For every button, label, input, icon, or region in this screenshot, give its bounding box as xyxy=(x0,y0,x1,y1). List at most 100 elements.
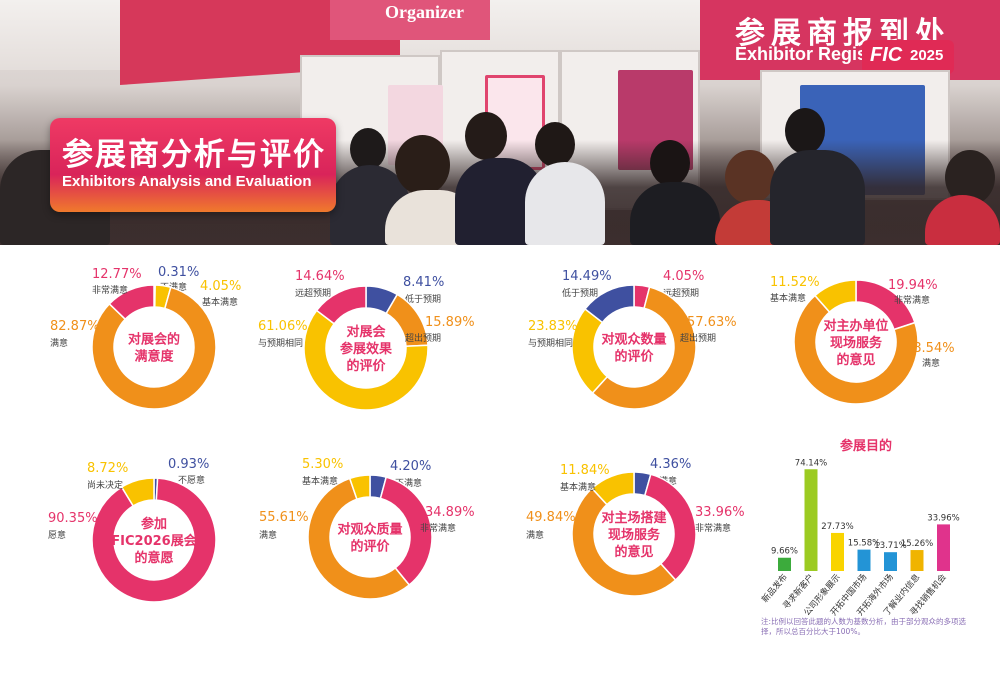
slice-percent-label: 11.52% xyxy=(770,275,820,290)
donut-center-label: 对主场搭建 xyxy=(601,510,666,526)
donut-center-label: 的评价 xyxy=(350,539,390,555)
donut-slice xyxy=(348,474,371,501)
slice-percent-label: 4.20% xyxy=(390,459,431,474)
visitor xyxy=(770,150,865,245)
donut-center-label: 的意见 xyxy=(614,544,653,560)
slice-category-label: 远超预期 xyxy=(295,287,331,299)
donut-slice xyxy=(91,477,217,603)
section-title-box xyxy=(50,118,336,212)
donut-slice xyxy=(571,487,677,597)
bar xyxy=(884,552,897,571)
slice-percent-label: 61.06% xyxy=(258,319,308,334)
bar xyxy=(910,550,924,571)
bar-value-label: 15.26% xyxy=(901,539,933,549)
slice-category-label: 非常满意 xyxy=(92,284,128,296)
bar xyxy=(937,524,950,571)
visitor xyxy=(465,112,507,160)
bar-value-label: 13.71% xyxy=(874,541,906,551)
fic-logo-year: 2025 xyxy=(910,47,944,64)
slice-percent-label: 14.49% xyxy=(562,269,612,284)
section-title-cn: 参展商分析与评价 xyxy=(62,137,326,173)
donut-center-label: 对主办单位 xyxy=(823,318,888,334)
donut-center-label: 的评价 xyxy=(614,349,654,365)
donut-slice xyxy=(315,285,367,325)
slice-category-label: 超出预期 xyxy=(405,332,441,344)
bar-value-label: 74.14% xyxy=(795,458,827,468)
slice-percent-label: 90.35% xyxy=(48,511,98,526)
slice-percent-label: 14.64% xyxy=(295,269,345,284)
slice-percent-label: 0.31% xyxy=(158,265,199,280)
hanging-sign-center xyxy=(330,0,490,40)
chart-footnote: 注:比例以回答此题的人数为基数分析，由于部分观众的多项选择，所以总百分比大于10… xyxy=(761,617,967,636)
section-title-en: Exhibitors Analysis and Evaluation xyxy=(62,173,312,190)
bar xyxy=(831,532,844,571)
bar xyxy=(778,557,791,571)
slice-category-label: 满意 xyxy=(526,529,544,541)
slice-percent-label: 4.36% xyxy=(650,457,691,472)
bar-value-label: 9.66% xyxy=(771,547,798,557)
bar-value-label: 15.58% xyxy=(848,539,880,549)
slice-category-label: 非常满意 xyxy=(695,522,731,534)
donut-center-label: 参加 xyxy=(141,516,167,532)
slice-percent-label: 34.89% xyxy=(425,505,475,520)
slice-percent-label: 49.84% xyxy=(526,510,576,525)
slice-category-label: 远超预期 xyxy=(663,287,699,299)
visitor xyxy=(350,128,386,170)
visitor xyxy=(535,122,575,167)
slice-category-label: 低于预期 xyxy=(405,293,441,305)
visitor xyxy=(630,182,720,245)
donut-center-label: FIC2026展会 xyxy=(111,533,197,549)
donut-slice xyxy=(307,477,411,600)
donut-center-label: 现场服务 xyxy=(830,335,883,351)
donut-center-label: 的意见 xyxy=(836,352,875,368)
slice-category-label: 满意 xyxy=(50,337,68,349)
slice-percent-label: 4.05% xyxy=(200,279,241,294)
fic-logo-badge xyxy=(862,40,954,74)
donut-center-label: 现场服务 xyxy=(608,527,661,543)
slice-category-label: 尚未决定 xyxy=(87,479,123,491)
slice-percent-label: 68.54% xyxy=(905,341,955,356)
donut-center-label: 的评价 xyxy=(346,358,386,374)
visitor xyxy=(395,135,450,195)
donut-slice xyxy=(590,471,635,506)
slice-percent-label: 8.41% xyxy=(403,275,444,290)
visitor xyxy=(650,140,690,186)
donut-center-label: 满意度 xyxy=(134,349,174,365)
slice-category-label: 不愿意 xyxy=(178,474,205,486)
visitor xyxy=(785,108,825,154)
donut-slice xyxy=(108,284,155,321)
bar xyxy=(857,549,871,571)
donut-slice xyxy=(813,279,857,314)
sign-organizer-text: Organizer xyxy=(385,2,464,22)
slice-percent-label: 82.87% xyxy=(50,319,100,334)
slice-percent-label: 0.93% xyxy=(168,457,209,472)
slice-category-label: 基本满意 xyxy=(560,481,596,493)
donut-slice xyxy=(793,294,919,405)
bar-chart-title: 参展目的 xyxy=(840,438,892,454)
slice-category-label: 与预期相同 xyxy=(258,337,303,349)
donut-center-label: 参展效果 xyxy=(340,341,392,357)
slice-percent-label: 4.05% xyxy=(663,269,704,284)
slice-category-label: 低于预期 xyxy=(562,287,598,299)
slice-category-label: 非常满意 xyxy=(420,522,456,534)
slice-percent-label: 8.72% xyxy=(87,461,128,476)
donut-center-label: 对观众数量 xyxy=(601,332,666,348)
slice-category-label: 基本满意 xyxy=(202,296,238,308)
donut-slice xyxy=(303,309,429,411)
slice-category-label: 与预期相同 xyxy=(528,337,573,349)
donut-center-label: 对展会的 xyxy=(128,332,180,348)
slice-percent-label: 12.77% xyxy=(92,267,142,282)
slice-percent-label: 33.96% xyxy=(695,505,745,520)
visitor xyxy=(525,162,605,245)
slice-category-label: 超出预期 xyxy=(680,332,716,344)
donut-center-label: 对观众质量 xyxy=(337,522,402,538)
fic-logo-text: FIC xyxy=(870,44,903,66)
slice-category-label: 基本满意 xyxy=(770,292,806,304)
slice-percent-label: 57.63% xyxy=(687,315,737,330)
bar-value-label: 27.73% xyxy=(821,522,853,532)
donut-slice xyxy=(591,286,697,410)
slice-category-label: 非常满意 xyxy=(894,294,930,306)
slice-category-label: 基本满意 xyxy=(302,475,338,487)
slice-percent-label: 23.83% xyxy=(528,319,578,334)
